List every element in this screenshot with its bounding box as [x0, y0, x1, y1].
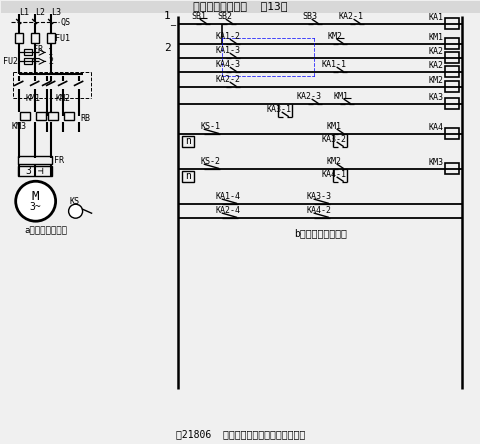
Text: KA1-4: KA1-4: [216, 192, 241, 201]
Text: 图21806  可逆起动、反接制动控制线路图: 图21806 可逆起动、反接制动控制线路图: [176, 429, 305, 439]
Circle shape: [69, 204, 83, 218]
Text: KM3: KM3: [428, 158, 443, 167]
Text: KA2-4: KA2-4: [216, 206, 241, 215]
Text: KM2: KM2: [327, 157, 342, 166]
Text: n: n: [185, 136, 192, 147]
Text: KA1: KA1: [428, 13, 443, 22]
Bar: [445, 39, 459, 49]
Text: KS-1: KS-1: [200, 122, 220, 131]
Text: KA4-2: KA4-2: [307, 206, 332, 215]
Bar: [24, 59, 32, 64]
Text: 1: 1: [164, 12, 170, 21]
Bar: [445, 128, 459, 139]
Text: 2: 2: [164, 44, 170, 53]
Text: KM1: KM1: [25, 94, 40, 103]
Bar: [182, 171, 194, 182]
Text: QS: QS: [60, 18, 71, 27]
Bar: [445, 19, 459, 29]
Text: FU1: FU1: [55, 34, 70, 43]
Text: KA2-3: KA2-3: [297, 92, 322, 101]
Text: KM1: KM1: [334, 92, 348, 101]
Text: KA4-3: KA4-3: [216, 60, 241, 69]
Text: FU2: FU2: [3, 57, 18, 66]
Text: KA2-1: KA2-1: [339, 12, 364, 21]
Text: KS: KS: [70, 197, 80, 206]
Text: KM2: KM2: [328, 32, 343, 41]
Bar: [445, 99, 459, 109]
Text: KA2-2: KA2-2: [216, 75, 241, 84]
Text: FR: FR: [33, 45, 43, 54]
Bar: [182, 136, 194, 147]
Text: KA2: KA2: [428, 61, 443, 70]
Text: 1: 1: [48, 48, 53, 57]
Bar: [445, 67, 459, 77]
Text: M: M: [32, 190, 39, 203]
Text: KA4-1: KA4-1: [322, 170, 347, 179]
Text: FR: FR: [54, 156, 64, 165]
Text: KA3-2: KA3-2: [322, 135, 347, 144]
Bar: [18, 166, 52, 176]
Text: KA1-2: KA1-2: [216, 32, 241, 41]
Text: a）主回路原理图: a）主回路原理图: [24, 227, 67, 236]
Text: n: n: [185, 171, 192, 181]
Text: 2: 2: [48, 57, 53, 66]
Bar: [48, 112, 58, 120]
Circle shape: [16, 181, 56, 221]
Text: L2: L2: [35, 8, 45, 17]
Text: KM2: KM2: [428, 76, 443, 85]
Bar: [24, 49, 32, 56]
Text: 3~: 3~: [30, 202, 42, 212]
Text: KM1: KM1: [327, 122, 342, 131]
Text: KA1-1: KA1-1: [322, 60, 347, 69]
Text: KA1-3: KA1-3: [216, 46, 241, 55]
Text: RB: RB: [81, 114, 91, 123]
Text: SB3: SB3: [303, 12, 318, 21]
Bar: [445, 163, 459, 174]
Bar: [31, 33, 39, 44]
Text: ─: ─: [170, 20, 175, 29]
Text: KM2: KM2: [55, 94, 70, 103]
Text: KA4: KA4: [428, 123, 443, 132]
Bar: [445, 81, 459, 92]
Text: SB2: SB2: [217, 12, 232, 21]
Text: SB1: SB1: [191, 12, 206, 21]
Bar: [15, 33, 23, 44]
Text: KM1: KM1: [428, 33, 443, 42]
Bar: [445, 52, 459, 63]
Text: KA3: KA3: [428, 93, 443, 102]
Text: KS-2: KS-2: [200, 157, 220, 166]
Bar: [20, 112, 30, 120]
Bar: [0, 0, 480, 12]
Text: KA3-3: KA3-3: [307, 192, 332, 201]
Bar: [18, 156, 52, 164]
Text: KA3-1: KA3-1: [267, 105, 292, 114]
Text: 电动机控制线路图  第13张: 电动机控制线路图 第13张: [193, 1, 288, 12]
Bar: [36, 112, 46, 120]
Bar: [64, 112, 73, 120]
Text: KM3: KM3: [11, 122, 26, 131]
Bar: [47, 33, 55, 44]
Text: b）控制回路原理图: b）控制回路原理图: [294, 228, 347, 238]
Text: KA2: KA2: [428, 47, 443, 56]
Text: L1: L1: [19, 8, 29, 17]
Text: 3 ⊣: 3 ⊣: [26, 166, 44, 176]
Text: L3: L3: [50, 8, 60, 17]
